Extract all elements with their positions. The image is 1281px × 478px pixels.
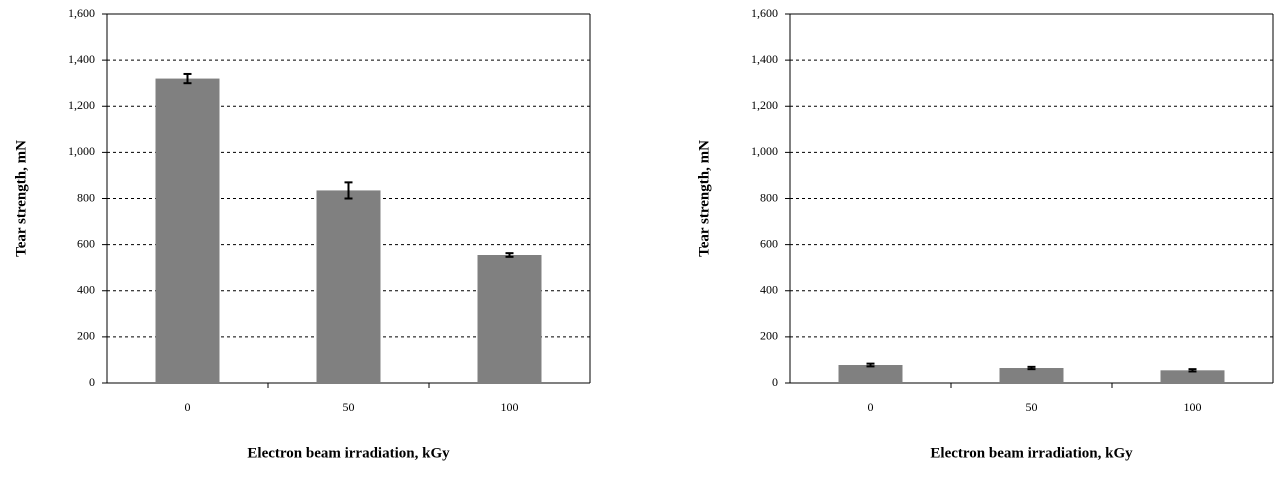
bar — [477, 255, 542, 383]
y-tick-label: 600 — [760, 236, 778, 250]
x-tick-label: 50 — [1026, 400, 1038, 414]
y-tick-label: 400 — [77, 283, 95, 297]
y-tick-label: 600 — [77, 236, 95, 250]
error-bar — [1188, 368, 1197, 373]
x-tick-label: 0 — [185, 400, 191, 414]
error-bar — [866, 362, 875, 368]
bar — [1160, 370, 1225, 383]
y-tick-label: 800 — [77, 190, 95, 204]
y-tick-label: 1,600 — [68, 6, 95, 20]
x-axis-title: Electron beam irradiation, kGy — [247, 445, 450, 461]
x-tick-label: 0 — [868, 400, 874, 414]
error-bar — [344, 181, 353, 200]
bar — [999, 368, 1064, 383]
y-axis-title: Tear strength, mN — [13, 140, 29, 257]
y-tick-label: 1,400 — [751, 52, 778, 66]
y-tick-label: 0 — [89, 375, 95, 389]
y-tick-label: 1,200 — [751, 98, 778, 112]
bar — [838, 365, 903, 383]
x-tick-label: 50 — [343, 400, 355, 414]
error-bar — [1027, 365, 1036, 371]
y-axis-title: Tear strength, mN — [696, 140, 712, 257]
y-tick-label: 1,000 — [751, 144, 778, 158]
bar — [155, 78, 220, 383]
error-bar — [505, 252, 514, 258]
x-axis-title: Electron beam irradiation, kGy — [930, 445, 1133, 461]
y-tick-label: 400 — [760, 283, 778, 297]
error-bar — [183, 72, 192, 85]
y-tick-label: 1,200 — [68, 98, 95, 112]
y-tick-label: 200 — [760, 329, 778, 343]
y-tick-label: 200 — [77, 329, 95, 343]
y-tick-label: 1,400 — [68, 52, 95, 66]
bar — [316, 190, 381, 383]
x-tick-label: 100 — [1184, 400, 1202, 414]
y-tick-label: 0 — [772, 375, 778, 389]
y-tick-label: 1,600 — [751, 6, 778, 20]
y-tick-label: 1,000 — [68, 144, 95, 158]
x-tick-label: 100 — [501, 400, 519, 414]
y-tick-label: 800 — [760, 190, 778, 204]
